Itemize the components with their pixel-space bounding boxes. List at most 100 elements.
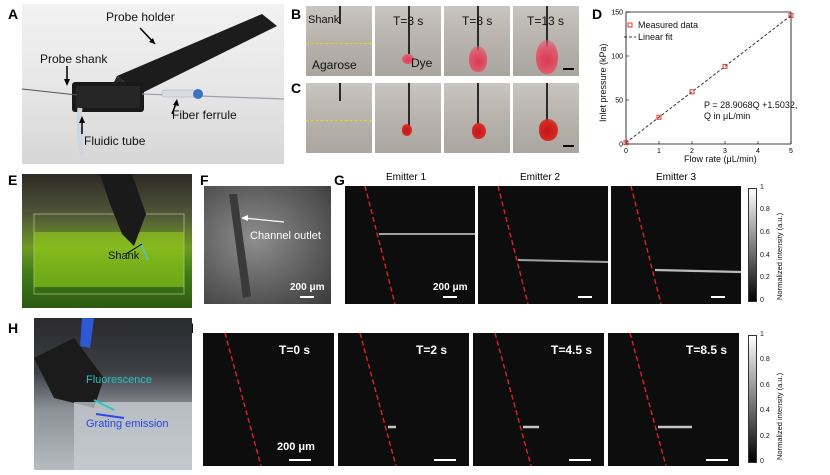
probe-shank [477,6,479,54]
legend-fit: Linear fit [638,32,673,42]
agarose-boundary [306,120,372,121]
x-axis-label: Flow rate (μL/min) [684,154,757,164]
colorbar-g-tick: 0.4 [760,252,770,259]
panel-i-t1: T=2 s [338,333,469,466]
panel-i-t3: T=8.5 s [608,333,739,466]
shank-edge-dash [364,186,475,304]
panel-c-tile-t2 [444,83,510,153]
panel-b-tile-t3: T=13 s [513,6,579,76]
colorbar-g-tick: 0 [760,297,764,304]
fit-equation: P = 28.9068Q +1.5032, [704,100,798,110]
fit-units: Q in μL/min [704,111,751,121]
colorbar-g-tick: 0.8 [760,206,770,213]
probe-shank [546,6,548,52]
dye-drop [536,40,558,74]
label-time: T=8.5 s [686,343,728,357]
colorbar-i-tick: 0 [760,458,764,465]
label-probe-holder: Probe holder [106,10,175,24]
label-time: T=8 s [462,14,493,28]
measured-point [689,89,695,95]
y-axis-label: Inlet pressure (kPa) [598,43,608,122]
shank-edge-dash [359,333,397,466]
x-tick-label: 0 [624,148,628,155]
scale-bar [578,296,592,298]
panel-b-tile-initial: Shank Agarose [306,6,372,76]
panel-label-b: B [291,6,302,22]
scale-bar [563,68,574,70]
y-tick-label: 150 [611,10,623,17]
x-tick-label: 4 [756,148,760,155]
probe-shank-tip [339,83,341,101]
panel-label-h: H [8,320,19,336]
panel-label-d: D [592,6,603,22]
shank-edge-dash [629,333,692,466]
panel-label-e: E [8,172,18,188]
title-emitter-3: Emitter 3 [656,172,697,183]
panel-c-tile-t3 [513,83,579,153]
panel-g-emitter-2 [478,186,608,304]
label-fluorescence: Fluorescence [86,374,153,386]
shank-edge-dash [224,333,262,466]
colorbar-i-tick: 0.8 [760,356,770,363]
x-tick-label: 5 [789,148,793,155]
panel-label-g: G [334,172,345,188]
tank-illustration [33,174,185,295]
shank-edge-dash [497,186,608,304]
panel-label-f: F [200,172,209,188]
colorbar-g-tick: 1 [760,184,764,191]
label-time: T=2 s [416,343,448,357]
x-tick-label: 2 [690,148,694,155]
probe-device-illustration [22,14,284,155]
label-grating-emission: Grating emission [86,418,169,430]
shank-edge-dash [630,186,741,304]
panel-label-a: A [8,6,19,22]
colorbar-i-tick: 0.2 [760,433,770,440]
dye-drop [469,46,487,72]
scale-bar-label: 200 μm [433,282,468,293]
label-agarose: Agarose [312,58,357,72]
colorbar-i-label: Normalized intensity (a.u.) [775,372,784,460]
brain-phantom-illustration [34,318,192,470]
shank-edge-dash [494,333,539,466]
panel-i-t2: T=4.5 s [473,333,604,466]
y-tick-label: 0 [619,142,623,149]
title-emitter-1: Emitter 1 [386,172,427,183]
scale-bar [300,296,314,298]
flow-pressure-chart: 0 1 2 3 4 5 0 50 100 150 Measured data Linear fit… [596,4,826,168]
scale-bar [563,145,574,147]
panel-g-emitter-1: 200 μm [345,186,475,304]
scale-bar [443,296,457,298]
label-channel-outlet: Channel outlet [250,230,321,242]
label-shank: Shank [108,250,140,262]
y-tick-label: 50 [615,98,623,105]
measured-point [722,63,728,69]
scale-bar [706,459,728,461]
panel-f-image: Channel outlet 200 μm [204,186,331,304]
label-fiber-ferrule: Fiber ferrule [172,108,237,122]
label-time: T=13 s [527,14,565,28]
scale-bar [569,459,591,461]
x-tick-label: 1 [657,148,661,155]
measured-point [656,114,662,120]
panel-c-tile-initial [306,83,372,153]
label-probe-shank: Probe shank [40,52,108,66]
colorbar-i [748,335,757,463]
scale-bar [434,459,456,461]
title-emitter-2: Emitter 2 [520,172,561,183]
label-time: T=4.5 s [551,343,593,357]
colorbar-g [748,188,757,302]
x-tick-label: 3 [723,148,727,155]
colorbar-g-tick: 0.6 [760,229,770,236]
dye-drop [402,124,412,136]
colorbar-i-tick: 0.6 [760,382,770,389]
dye-drop [402,54,414,64]
panel-b-tile-t1: T=3 s Dye [375,6,441,76]
panel-label-c: C [291,80,302,96]
scale-bar [289,459,311,461]
measured-point [788,13,794,19]
probe-shank [477,83,479,131]
colorbar-g-label: Normalized intensity (a.u.) [775,212,784,300]
probe-shank [546,83,548,129]
measured-point [623,140,629,146]
